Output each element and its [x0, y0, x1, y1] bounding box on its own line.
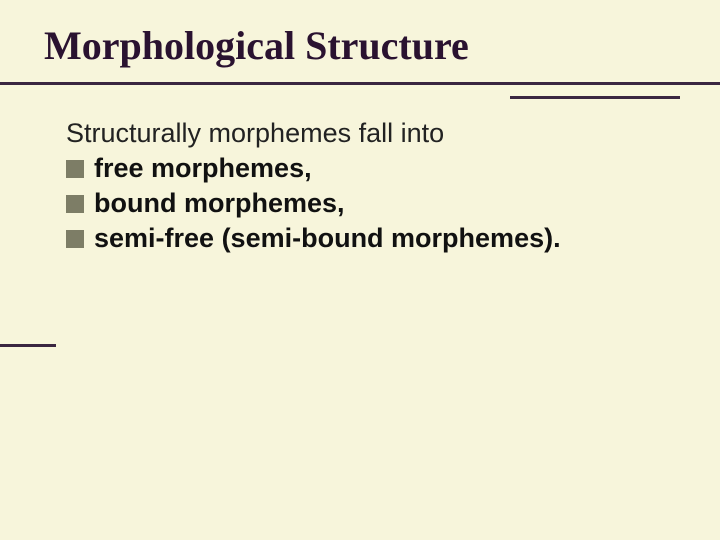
bullet-label: semi-free (semi-bound morphemes). [94, 223, 561, 254]
square-bullet-icon [66, 160, 84, 178]
accent-line-right [510, 96, 680, 99]
square-bullet-icon [66, 195, 84, 213]
title-underline [0, 82, 720, 85]
square-bullet-icon [66, 230, 84, 248]
list-item: bound morphemes, [66, 188, 666, 219]
list-item: free morphemes, [66, 153, 666, 184]
slide-title: Morphological Structure [44, 22, 469, 69]
bullet-label: free morphemes, [94, 153, 312, 184]
intro-text: Structurally morphemes fall into [66, 118, 666, 149]
bullet-label: bound morphemes, [94, 188, 345, 219]
slide: Morphological Structure Structurally mor… [0, 0, 720, 540]
list-item: semi-free (semi-bound morphemes). [66, 223, 666, 254]
accent-line-left [0, 344, 56, 347]
content-block: Structurally morphemes fall into free mo… [66, 118, 666, 254]
